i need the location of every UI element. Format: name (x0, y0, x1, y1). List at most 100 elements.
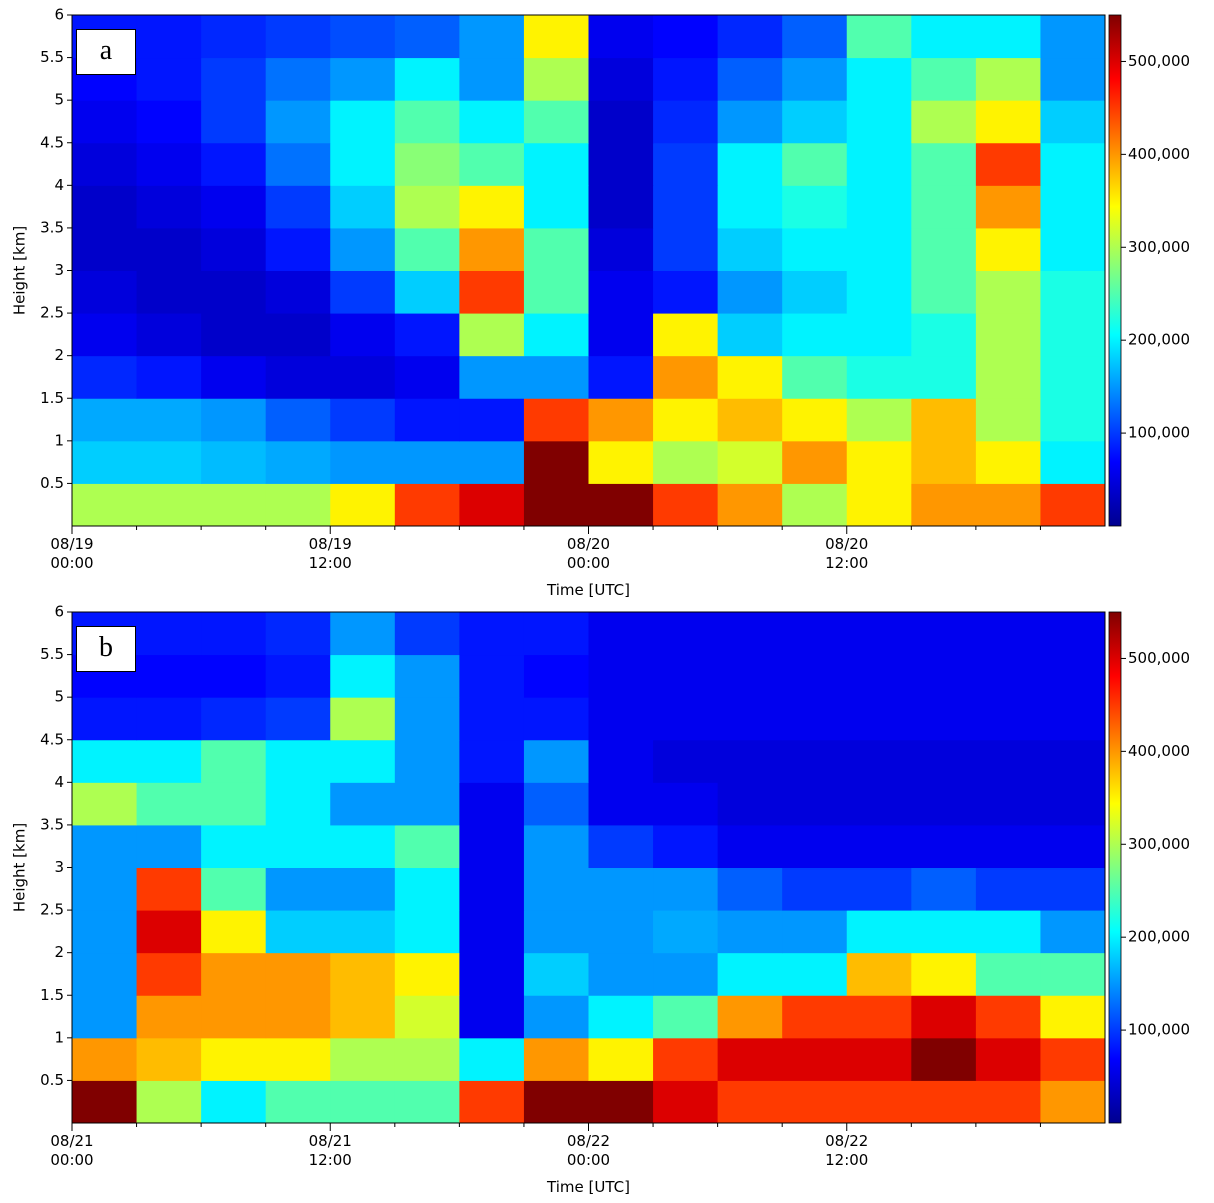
y-tick-label: 5 (54, 91, 64, 109)
heat-cell (589, 612, 654, 655)
heat-cell (137, 1038, 202, 1081)
heat-cell (266, 612, 331, 655)
heat-cell (524, 910, 589, 953)
heat-cell (395, 228, 460, 271)
heat-cell (589, 398, 654, 441)
heat-cell (782, 15, 847, 58)
heat-cell (266, 825, 331, 868)
heat-cell (459, 1038, 524, 1081)
heat-cell (718, 612, 783, 655)
heat-cell (72, 441, 137, 484)
heat-cell (976, 271, 1041, 314)
y-tick-label: 3 (54, 858, 64, 876)
heat-cell (589, 271, 654, 314)
heat-cell (911, 697, 976, 740)
heat-cell (782, 185, 847, 228)
y-tick-label: 2.5 (40, 901, 64, 919)
heat-cell (782, 441, 847, 484)
heat-cell (395, 995, 460, 1038)
heat-cell (524, 143, 589, 186)
heat-cell (201, 953, 266, 996)
colorbar-tick-label: 400,000 (1128, 742, 1190, 760)
heat-cell (524, 782, 589, 825)
x-tick-label: 08/19 00:00 (32, 535, 112, 573)
figure: 0.511.522.533.544.555.56Height [km]100,0… (0, 0, 1214, 1203)
heat-cell (653, 953, 718, 996)
heat-cell (137, 697, 202, 740)
heat-cell (911, 483, 976, 526)
heat-cell (459, 58, 524, 101)
heat-cell (653, 483, 718, 526)
heat-cell (395, 15, 460, 58)
heat-cell (589, 953, 654, 996)
heat-cell (201, 782, 266, 825)
heat-cell (911, 356, 976, 399)
heat-cell (911, 441, 976, 484)
heat-cell (266, 441, 331, 484)
heat-cell (459, 483, 524, 526)
heat-cell (330, 271, 395, 314)
heat-cell (589, 825, 654, 868)
heat-cell (137, 995, 202, 1038)
heat-cell (847, 612, 912, 655)
heat-cell (524, 228, 589, 271)
heat-cell (72, 356, 137, 399)
heat-cell (72, 483, 137, 526)
heat-cell (653, 100, 718, 143)
heat-cell (847, 398, 912, 441)
heat-cell (976, 655, 1041, 698)
heat-cell (976, 1038, 1041, 1081)
heat-cell (266, 953, 331, 996)
colorbar-tick-label: 500,000 (1128, 52, 1190, 70)
y-axis-label: Height [km] (11, 823, 29, 912)
x-tick-label: 08/20 12:00 (807, 535, 887, 573)
heat-cell (137, 910, 202, 953)
heat-cell (201, 1080, 266, 1123)
heat-cell (653, 143, 718, 186)
heat-cell (1040, 697, 1105, 740)
heat-cell (782, 356, 847, 399)
heat-cell (911, 740, 976, 783)
heat-cell (266, 910, 331, 953)
heat-cell (976, 58, 1041, 101)
heat-cell (459, 15, 524, 58)
heat-cell (330, 441, 395, 484)
heat-cell (976, 1080, 1041, 1123)
y-tick-label: 6 (54, 603, 64, 621)
y-tick-label: 2.5 (40, 304, 64, 322)
heat-cell (782, 782, 847, 825)
heat-cell (653, 1038, 718, 1081)
heat-cell (524, 313, 589, 356)
heat-cell (201, 143, 266, 186)
heat-cell (976, 143, 1041, 186)
y-tick-label: 3.5 (40, 218, 64, 236)
y-tick-label: 4 (54, 773, 64, 791)
heat-cell (395, 868, 460, 911)
heat-cell (589, 655, 654, 698)
y-tick-label: 5.5 (40, 645, 64, 663)
heat-cell (1040, 953, 1105, 996)
heat-cell (847, 15, 912, 58)
heat-cell (911, 868, 976, 911)
y-tick-label: 5 (54, 688, 64, 706)
heat-cell (395, 1038, 460, 1081)
heat-cell (330, 868, 395, 911)
heat-cell (976, 483, 1041, 526)
heat-cell (847, 1038, 912, 1081)
heat-cell (782, 868, 847, 911)
heat-cell (524, 868, 589, 911)
colorbar-tick-label: 200,000 (1128, 928, 1190, 946)
heat-cell (330, 356, 395, 399)
heat-cell (459, 228, 524, 271)
heat-cell (395, 1080, 460, 1123)
heat-cell (330, 697, 395, 740)
heat-cell (847, 313, 912, 356)
heat-cell (330, 58, 395, 101)
heat-cell (1040, 740, 1105, 783)
heat-cell (330, 398, 395, 441)
heat-cell (1040, 228, 1105, 271)
colorbar-tick-label: 300,000 (1128, 835, 1190, 853)
heat-cell (524, 271, 589, 314)
heat-cell (330, 995, 395, 1038)
heat-cell (137, 953, 202, 996)
